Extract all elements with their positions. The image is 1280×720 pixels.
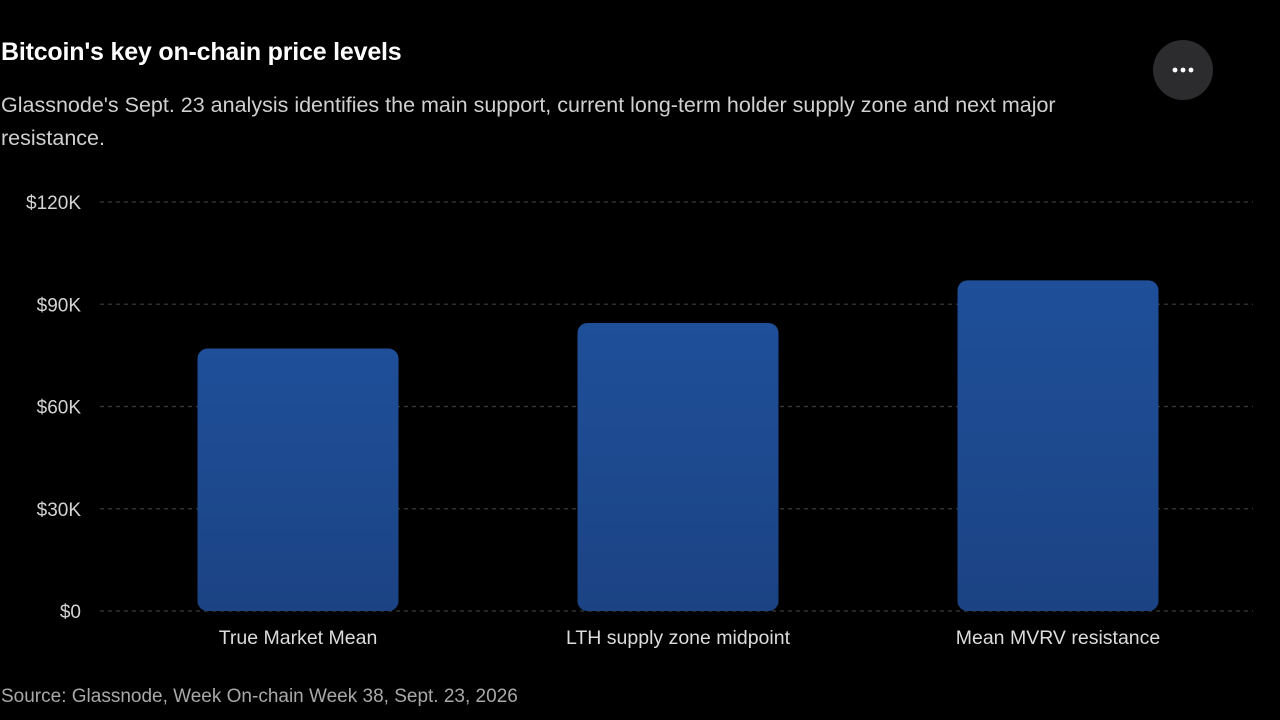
x-category-label: True Market Mean [219,627,378,649]
more-horizontal-icon [1172,67,1194,73]
y-tick-label: $120K [26,193,81,214]
source-note: Source: Glassnode, Week On-chain Week 38… [1,686,518,707]
y-tick-label: $60K [37,398,82,419]
y-tick-label: $30K [37,500,82,521]
y-tick-label: $90K [37,295,82,316]
x-category-label: LTH supply zone midpoint [566,627,791,649]
chart-title: Bitcoin's key on-chain price levels [1,38,402,66]
bar-1[interactable] [197,348,399,611]
bar-3[interactable] [957,280,1159,611]
chart-subtitle: Glassnode's Sept. 23 analysis identifies… [1,93,1056,150]
bar-chart: $0 $30K $60K $90K $120K True Market Mean LTH s… [26,193,1253,649]
y-tick-label: $0 [60,602,81,623]
bar-2[interactable] [577,322,779,611]
more-options-button[interactable] [1153,40,1213,100]
x-category-label: Mean MVRV resistance [956,627,1160,649]
